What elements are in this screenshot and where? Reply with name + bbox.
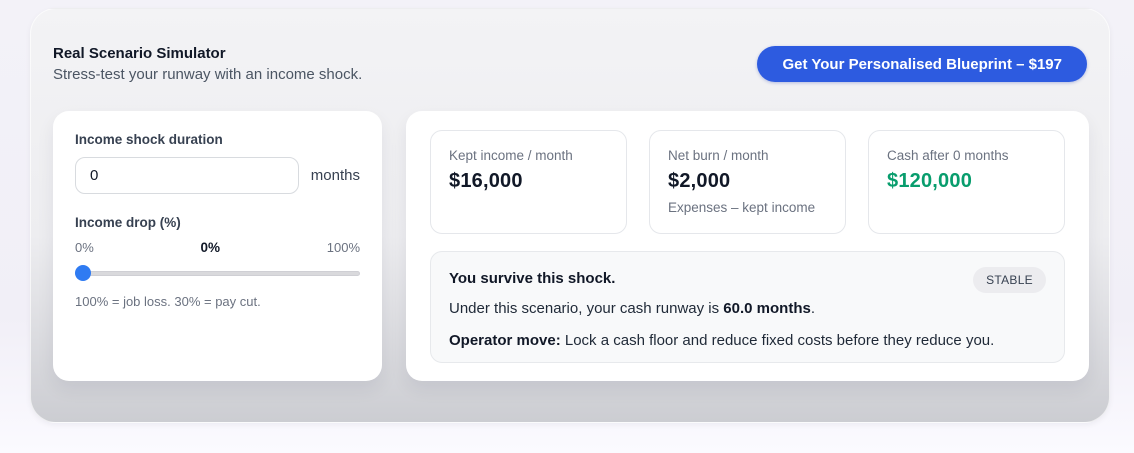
stat-label: Cash after 0 months — [887, 148, 1009, 163]
slider-track[interactable] — [75, 271, 360, 276]
stat-card-cash-after: Cash after 0 months $120,000 — [868, 130, 1065, 234]
operator-move-text: Lock a cash floor and reduce fixed costs… — [560, 332, 995, 349]
stat-label: Net burn / month — [668, 148, 769, 163]
stat-card-kept-income: Kept income / month $16,000 — [430, 130, 627, 234]
controls-panel: Income shock duration months Income drop… — [53, 111, 382, 381]
slider-note: 100% = job loss. 30% = pay cut. — [75, 294, 261, 309]
duration-input-row: months — [75, 157, 360, 194]
status-head: You survive this shock. STABLE — [449, 267, 1046, 293]
blueprint-cta-button[interactable]: Get Your Personalised Blueprint – $197 — [757, 46, 1087, 82]
content-row: Income shock duration months Income drop… — [53, 111, 1089, 381]
status-badge: STABLE — [973, 267, 1046, 293]
runway-suffix: . — [810, 300, 815, 317]
slider-scale: 0% 0% 100% — [75, 240, 360, 255]
duration-input[interactable] — [75, 157, 299, 194]
operator-move-label: Operator move: — [449, 332, 561, 349]
header: Real Scenario Simulator Stress-test your… — [31, 9, 1109, 83]
stat-value: $120,000 — [887, 170, 973, 192]
status-box: You survive this shock. STABLE Under thi… — [430, 251, 1065, 363]
duration-label: Income shock duration — [75, 132, 223, 147]
slider-min-label: 0% — [75, 240, 94, 255]
slider-thumb[interactable] — [75, 265, 91, 281]
stat-note: Expenses – kept income — [668, 200, 816, 215]
simulator-card: Real Scenario Simulator Stress-test your… — [30, 8, 1110, 423]
stat-card-net-burn: Net burn / month $2,000 Expenses – kept … — [649, 130, 846, 234]
runway-value: 60.0 months — [723, 300, 811, 317]
duration-unit-label: months — [310, 167, 360, 184]
income-drop-label: Income drop (%) — [75, 215, 181, 230]
stat-value: $2,000 — [668, 170, 731, 192]
page-title: Real Scenario Simulator — [53, 45, 226, 62]
status-headline: You survive this shock. — [449, 270, 616, 287]
stat-label: Kept income / month — [449, 148, 573, 163]
operator-move-line: Operator move: Lock a cash floor and red… — [449, 332, 1046, 349]
income-drop-slider[interactable] — [75, 265, 360, 281]
stats-row: Kept income / month $16,000 Net burn / m… — [430, 130, 1065, 234]
runway-line: Under this scenario, your cash runway is… — [449, 300, 1046, 317]
page-subtitle: Stress-test your runway with an income s… — [53, 66, 363, 83]
header-text: Real Scenario Simulator Stress-test your… — [53, 45, 362, 83]
runway-prefix: Under this scenario, your cash runway is — [449, 300, 724, 317]
results-panel: Kept income / month $16,000 Net burn / m… — [406, 111, 1089, 381]
slider-max-label: 100% — [326, 240, 360, 255]
stat-value: $16,000 — [449, 170, 523, 192]
slider-current-value: 0% — [200, 240, 221, 255]
